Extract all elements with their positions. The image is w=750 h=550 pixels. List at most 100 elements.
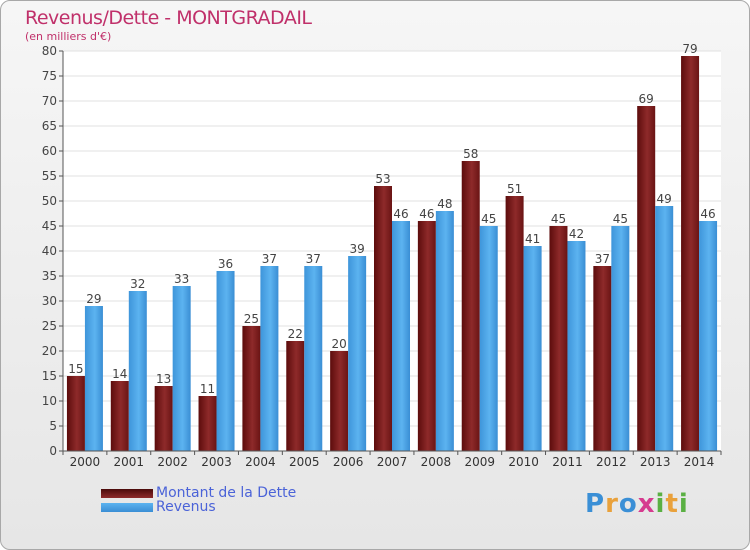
y-tick-label: 55 <box>42 169 57 183</box>
x-tick-label: 2003 <box>201 455 232 469</box>
y-tick-label: 5 <box>49 419 57 433</box>
proxiti-logo: Proxiti <box>585 489 689 519</box>
y-tick-label: 35 <box>42 269 57 283</box>
bar-revenus <box>567 241 586 451</box>
bar-dette <box>593 266 612 451</box>
data-label-revenus: 33 <box>174 272 189 286</box>
y-tick-label: 0 <box>49 444 57 458</box>
x-tick-label: 2006 <box>333 455 364 469</box>
x-tick-label: 2012 <box>596 455 627 469</box>
data-label-revenus: 29 <box>86 292 101 306</box>
data-label-dette: 11 <box>200 382 215 396</box>
legend-label-revenus: Revenus <box>156 499 216 515</box>
y-tick-label: 45 <box>42 219 57 233</box>
data-label-dette: 25 <box>244 312 259 326</box>
bar-revenus <box>392 221 410 451</box>
y-tick-label: 20 <box>42 344 57 358</box>
data-label-dette: 14 <box>112 367 127 381</box>
data-label-dette: 15 <box>68 362 83 376</box>
data-label-revenus: 45 <box>481 212 496 226</box>
bar-revenus <box>172 286 191 451</box>
chart-title: Revenus/Dette - MONTGRADAIL <box>25 7 312 29</box>
y-tick-label: 25 <box>42 319 57 333</box>
data-label-revenus: 36 <box>218 257 233 271</box>
data-label-revenus: 39 <box>349 242 364 256</box>
data-label-revenus: 45 <box>613 212 628 226</box>
bar-dette <box>461 161 480 451</box>
data-label-dette: 53 <box>375 172 390 186</box>
data-label-dette: 69 <box>639 92 654 106</box>
x-tick-label: 2009 <box>464 455 495 469</box>
data-label-dette: 22 <box>288 327 303 341</box>
data-label-revenus: 37 <box>262 252 277 266</box>
data-label-revenus: 37 <box>306 252 321 266</box>
bar-revenus <box>260 266 279 451</box>
data-label-revenus: 42 <box>569 227 584 241</box>
data-label-dette: 37 <box>595 252 610 266</box>
x-tick-label: 2004 <box>245 455 276 469</box>
bar-dette <box>681 56 700 451</box>
data-label-dette: 58 <box>463 147 478 161</box>
x-tick-label: 2010 <box>508 455 539 469</box>
bar-revenus <box>699 221 718 451</box>
data-label-revenus: 46 <box>700 207 715 221</box>
bar-dette <box>154 386 173 451</box>
bar-revenus <box>128 291 147 451</box>
x-tick-label: 2007 <box>377 455 408 469</box>
y-tick-label: 80 <box>42 44 57 58</box>
bar-revenus <box>479 226 498 451</box>
bar-dette <box>637 106 656 451</box>
bar-dette <box>198 396 217 451</box>
y-tick-label: 75 <box>42 69 57 83</box>
data-label-dette: 51 <box>507 182 522 196</box>
bar-revenus <box>84 306 103 451</box>
y-tick-label: 15 <box>42 369 57 383</box>
y-tick-label: 65 <box>42 119 57 133</box>
bar-revenus <box>655 206 674 451</box>
legend-swatch-dette <box>101 489 153 498</box>
data-label-dette: 45 <box>551 212 566 226</box>
bar-revenus <box>523 246 542 451</box>
bar-dette <box>505 196 524 451</box>
bar-dette <box>242 326 261 451</box>
bar-dette <box>110 381 129 451</box>
data-label-dette: 46 <box>419 207 434 221</box>
data-label-revenus: 48 <box>437 197 452 211</box>
bar-revenus <box>304 266 323 451</box>
y-tick-label: 70 <box>42 94 57 108</box>
x-tick-label: 2002 <box>157 455 188 469</box>
x-tick-label: 2014 <box>684 455 715 469</box>
data-label-revenus: 41 <box>525 232 540 246</box>
bar-dette <box>417 221 436 451</box>
bar-dette <box>330 351 349 451</box>
chart-subtitle: (en milliers d'€) <box>25 30 112 43</box>
data-label-revenus: 32 <box>130 277 145 291</box>
y-tick-label: 40 <box>42 244 57 258</box>
bar-dette <box>66 376 85 451</box>
bar-revenus <box>611 226 630 451</box>
bar-dette <box>286 341 305 451</box>
data-label-dette: 13 <box>156 372 171 386</box>
legend-label-dette: Montant de la Dette <box>156 485 297 501</box>
data-label-revenus: 46 <box>393 207 408 221</box>
y-tick-label: 60 <box>42 144 57 158</box>
y-tick-label: 50 <box>42 194 57 208</box>
bar-revenus <box>435 211 454 451</box>
x-tick-label: 2000 <box>70 455 101 469</box>
data-label-dette: 79 <box>682 42 697 56</box>
data-label-revenus: 49 <box>657 192 672 206</box>
x-tick-label: 2011 <box>552 455 583 469</box>
y-tick-label: 10 <box>42 394 57 408</box>
bar-dette <box>374 186 392 451</box>
x-tick-label: 2005 <box>289 455 320 469</box>
x-tick-label: 2013 <box>640 455 671 469</box>
data-label-dette: 20 <box>331 337 346 351</box>
bar-dette <box>549 226 568 451</box>
x-tick-label: 2001 <box>114 455 145 469</box>
bar-revenus <box>216 271 235 451</box>
x-tick-label: 2008 <box>421 455 452 469</box>
y-tick-label: 30 <box>42 294 57 308</box>
bar-revenus <box>348 256 367 451</box>
